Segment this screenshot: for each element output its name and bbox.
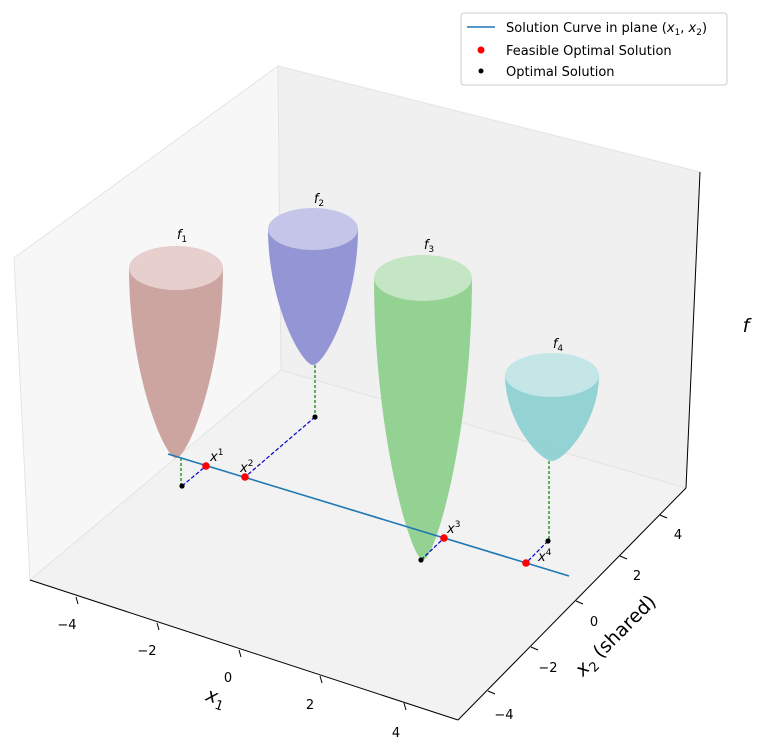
x-tick-label: −2 [137,644,156,659]
connectors [180,365,550,564]
surface-top-2 [268,208,358,250]
x-tick-mark [156,622,160,631]
legend-entry-optimal: Optimal Solution [506,65,615,80]
surface-label-1: f1 [177,228,187,245]
y-axis-label: x2 (shared) [570,591,663,684]
projection-connector-1 [181,465,207,487]
surface-label-2: f2 [314,192,324,209]
y-tick-mark [530,646,539,651]
x-tick-label: 2 [306,698,314,713]
feasible-point-4 [522,559,530,567]
feasible-point-2 [241,473,249,481]
feasible-point-label-4: x4 [537,548,552,565]
surface-label-4: f4 [553,337,564,354]
x-tick-label: 4 [392,726,400,741]
surface-top-1 [129,246,223,290]
surface-top-4 [505,353,599,397]
optimal-point-1 [179,483,185,489]
y-tick-label: 2 [633,569,641,584]
z-axis-label: f [743,315,753,337]
feasible-point-label-1: x1 [209,448,223,465]
legend-black-marker [478,68,484,74]
y-tick-mark [619,555,628,560]
x-tick-mark [238,649,242,658]
surface-body-3 [374,278,472,560]
surface-body-2 [268,229,358,365]
y-ticks: −4 −2 0 2 4 [487,514,682,723]
x-axis-label: x1 [201,684,229,715]
x-tick-mark [319,675,323,684]
legend-entry-curve: Solution Curve in plane (x1, x2) [506,21,707,38]
surface-body-1 [129,268,223,458]
x-tick-mark [403,702,407,711]
y-tick-mark [575,600,584,605]
projection-connector-2 [244,416,316,478]
points: x1 x2 x3 x4 [179,414,552,567]
y-tick-mark [659,514,668,519]
y-tick-label: −2 [538,661,557,676]
optimal-point-3 [418,557,424,563]
feasible-point-1 [202,462,210,470]
y-tick-label: 0 [590,615,598,630]
y-tick-label: 4 [674,528,682,543]
surface-body-4 [505,375,599,461]
feasible-point-3 [440,534,448,542]
optimal-point-2 [312,414,318,420]
solution-curve [167,453,570,577]
x-tick-label: −4 [57,618,76,633]
legend-entry-feasible: Feasible Optimal Solution [506,44,672,59]
surface-top-3 [374,255,472,301]
y-tick-label: −4 [494,708,513,723]
projection-connector-4 [525,540,549,564]
feasible-point-label-2: x2 [239,459,253,476]
x-axis-line [29,579,459,721]
legend-red-marker [477,46,485,54]
projection-connector-3 [420,537,445,561]
legend-box [460,12,728,86]
legend: Solution Curve in plane (x1, x2) Feasibl… [460,12,728,86]
x-tick-label: 0 [224,671,232,686]
optimal-point-4 [545,538,551,544]
x-tick-mark [75,596,79,605]
y-tick-mark [487,690,496,695]
z-axis-line [685,171,701,489]
feasible-point-label-3: x3 [446,520,460,537]
surfaces: f1 f2 f3 f4 [129,192,599,560]
y-axis-line [457,487,687,721]
x-ticks: −4 −2 0 2 4 [57,596,407,741]
surface-label-3: f3 [424,238,434,255]
